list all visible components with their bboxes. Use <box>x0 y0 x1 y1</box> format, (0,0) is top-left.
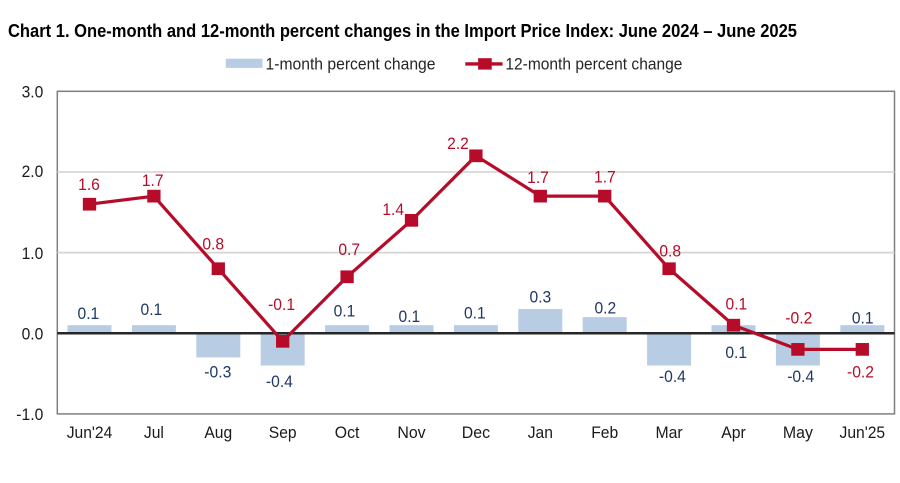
svg-text:-0.1: -0.1 <box>268 295 295 314</box>
svg-text:1.7: 1.7 <box>594 167 616 186</box>
svg-text:0.0: 0.0 <box>22 324 44 343</box>
svg-text:-0.2: -0.2 <box>785 309 812 328</box>
svg-text:Feb: Feb <box>591 423 618 442</box>
svg-text:0.1: 0.1 <box>78 304 100 323</box>
svg-text:2.0: 2.0 <box>22 162 44 181</box>
svg-text:Aug: Aug <box>204 423 232 442</box>
svg-text:Oct: Oct <box>335 423 360 442</box>
svg-text:Chart 1. One-month and 12-mont: Chart 1. One-month and 12-month percent … <box>8 21 797 41</box>
svg-text:0.1: 0.1 <box>726 295 748 314</box>
svg-text:0.1: 0.1 <box>141 300 163 319</box>
svg-text:0.3: 0.3 <box>530 288 552 307</box>
svg-text:1.4: 1.4 <box>382 200 404 219</box>
svg-text:0.2: 0.2 <box>594 298 616 317</box>
svg-text:May: May <box>783 423 813 442</box>
svg-text:-1.0: -1.0 <box>16 405 43 424</box>
svg-text:-0.4: -0.4 <box>266 372 293 391</box>
svg-text:Nov: Nov <box>397 423 426 442</box>
svg-text:Jul: Jul <box>144 423 164 442</box>
svg-text:1-month percent change: 1-month percent change <box>266 54 436 73</box>
svg-text:1.0: 1.0 <box>22 244 44 263</box>
svg-text:Jun'24: Jun'24 <box>67 423 113 442</box>
svg-text:0.1: 0.1 <box>399 307 421 326</box>
svg-text:-0.4: -0.4 <box>659 367 686 386</box>
svg-text:Jun'25: Jun'25 <box>840 423 886 442</box>
svg-text:-0.3: -0.3 <box>204 362 231 381</box>
svg-text:Dec: Dec <box>462 423 491 442</box>
svg-text:Apr: Apr <box>721 423 746 442</box>
svg-text:1.7: 1.7 <box>142 171 164 190</box>
svg-text:1.6: 1.6 <box>78 175 100 194</box>
svg-text:Mar: Mar <box>656 423 684 442</box>
svg-text:0.1: 0.1 <box>725 343 747 362</box>
svg-text:Sep: Sep <box>269 423 297 442</box>
svg-text:0.7: 0.7 <box>338 240 360 259</box>
svg-text:0.1: 0.1 <box>334 302 356 321</box>
svg-text:3.0: 3.0 <box>22 82 44 101</box>
svg-text:Jan: Jan <box>528 423 553 442</box>
svg-text:-0.4: -0.4 <box>787 367 814 386</box>
svg-text:0.8: 0.8 <box>659 242 681 261</box>
svg-text:1.7: 1.7 <box>527 168 549 187</box>
svg-text:0.1: 0.1 <box>464 304 486 323</box>
svg-text:-0.2: -0.2 <box>847 362 874 381</box>
svg-text:0.1: 0.1 <box>852 308 874 327</box>
svg-text:2.2: 2.2 <box>447 134 469 153</box>
svg-text:0.8: 0.8 <box>202 235 224 254</box>
svg-text:12-month percent change: 12-month percent change <box>505 54 682 73</box>
